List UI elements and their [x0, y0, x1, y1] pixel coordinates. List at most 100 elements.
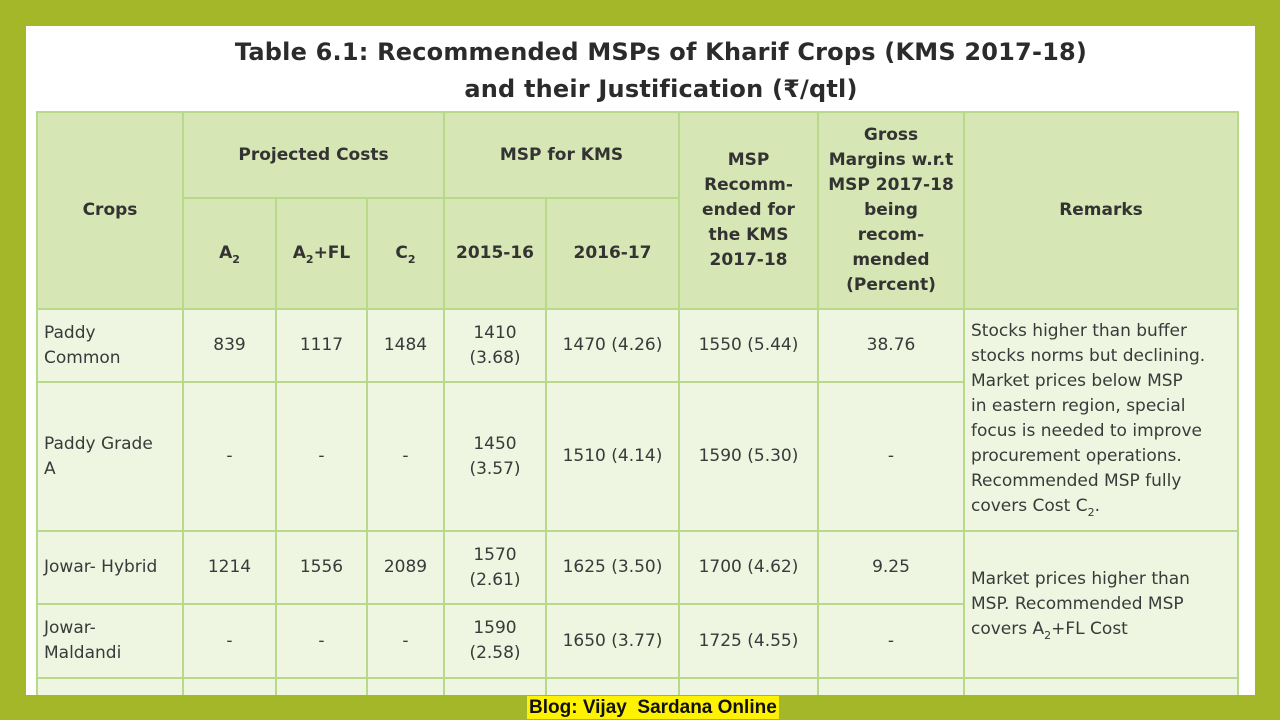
remark-line: Recommended MSP fully	[971, 471, 1182, 491]
crop-line: Jowar- Hybrid	[44, 557, 158, 577]
header-line: (Percent)	[846, 275, 936, 295]
cell-msp-recommended: 1590 (5.30)	[678, 381, 819, 532]
header-line: the KMS	[708, 225, 789, 245]
header-line: MSP	[727, 150, 770, 170]
cell-msp-2016-17: 1625 (3.50)	[545, 530, 680, 605]
slide: Table 6.1: Recommended MSPs of Kharif Cr…	[26, 26, 1255, 695]
crop-line: A	[44, 458, 56, 479]
header-line: ended for	[702, 200, 795, 220]
header-line: being	[864, 200, 918, 220]
cell-gross-margin: -	[817, 603, 965, 679]
header-line: Gross	[863, 125, 919, 145]
table-row: Paddy Grade A - - - 1450 (3.57) 1510 (4.14…	[36, 381, 1238, 532]
value-line: 1410	[473, 322, 517, 343]
header-c2-text: C	[395, 242, 408, 263]
cell-a2: 839	[182, 308, 277, 383]
title-line-2: and their Justification (₹/qtl)	[464, 75, 858, 103]
cell-a2fl: 1117	[275, 308, 368, 383]
cell-msp-2015-16: 1570 (2.61)	[443, 530, 547, 605]
cell-msp-recommended: 1550 (5.44)	[678, 308, 819, 383]
table-row: Paddy Common 839 1117 1484 1410 (3.68) 147…	[36, 308, 1239, 532]
header-2016-17: 2016-17	[545, 197, 680, 310]
crop-line: Jowar-	[44, 618, 96, 638]
cell-c2: -	[366, 603, 445, 679]
value-line: (2.61)	[469, 569, 521, 590]
remark-line: focus is needed to improve	[971, 421, 1202, 441]
header-a2fl: A2+FL	[275, 197, 368, 310]
remark-line: in eastern region, special	[971, 396, 1186, 416]
header-line: Recomm-	[704, 175, 793, 195]
value-line: 1590	[473, 618, 517, 638]
cell-msp-2015-16: 1450 (3.57)	[443, 381, 547, 532]
header-a2fl-text: A	[292, 242, 306, 263]
msp-table: Crops Projected Costs MSP for KMS MSP Re…	[36, 111, 1239, 695]
subscript: 2	[1044, 628, 1052, 642]
subscript: 2	[305, 252, 314, 266]
cell-msp-recommended: 1700 (4.62)	[678, 530, 819, 605]
header-a2-text: A	[219, 242, 233, 263]
remark-text: covers A	[971, 618, 1045, 639]
crop-line: Paddy	[44, 322, 96, 343]
cell-a2fl: -	[275, 603, 368, 679]
value-line: (3.57)	[469, 458, 521, 479]
cell-c2: 1484	[366, 308, 445, 383]
remark-line: procurement operations.	[971, 446, 1182, 466]
cell-c2: 2089	[366, 530, 445, 605]
cell-msp-2016-17: 1510 (4.14)	[545, 381, 680, 532]
subscript: 2	[1087, 506, 1095, 519]
crop-line: Maldandi	[44, 643, 122, 663]
cell-c2: -	[366, 381, 445, 532]
remark-line: MSP. Recommended MSP	[971, 593, 1184, 614]
remark-line: covers A2+FL Cost	[971, 617, 1231, 643]
remark-line: stocks norms but declining.	[971, 346, 1206, 366]
cell-a2fl: 1556	[275, 530, 368, 605]
remark-line: covers Cost C2.	[971, 494, 1231, 520]
header-gross-margins: Gross Margins w.r.t MSP 2017-18 being re…	[817, 111, 965, 310]
remark-text: .	[1094, 496, 1100, 516]
table-row: Jowar- Hybrid 1214 1556 2089 1570 (2.61) …	[36, 530, 1239, 679]
remark-text: +FL Cost	[1051, 618, 1128, 639]
cell-gross-margin: -	[817, 381, 965, 532]
value-line: 1450	[473, 433, 517, 454]
value-line: (2.58)	[469, 643, 521, 663]
cell-a2fl: -	[275, 381, 368, 532]
header-remarks: Remarks	[963, 111, 1239, 310]
header-a2: A2	[182, 197, 277, 310]
subscript: 2	[232, 252, 240, 266]
blog-footer: Blog: Vijay Sardana Online	[527, 696, 779, 719]
table-title: Table 6.1: Recommended MSPs of Kharif Cr…	[26, 34, 1255, 108]
header-2015-16: 2015-16	[443, 197, 547, 310]
cell-msp-2016-17: 1470 (4.26)	[545, 308, 680, 383]
cell-a2: 1214	[182, 530, 277, 605]
header-line: mended	[852, 250, 930, 270]
cell-msp-2015-16: 1590 (2.58)	[443, 603, 547, 679]
table-row: Jowar- Maldandi - - - 1590 (2.58) 1650 (3.…	[36, 603, 1238, 679]
cell-crop: Jowar- Maldandi	[36, 603, 184, 679]
crop-line: Paddy Grade	[44, 433, 153, 454]
cell-msp-2015-16: 1410 (3.68)	[443, 308, 547, 383]
cell-gross-margin: 38.76	[817, 308, 965, 383]
header-line: Margins w.r.t	[828, 150, 954, 170]
remark-text: covers Cost C	[971, 496, 1088, 516]
cell-gross-margin: 9.25	[817, 530, 965, 605]
cell-msp-recommended: 1725 (4.55)	[678, 603, 819, 679]
header-msp-recommended: MSP Recomm- ended for the KMS 2017-18	[678, 111, 819, 310]
header-c2: C2	[366, 197, 445, 310]
cell-remarks-jowar: Market prices higher than MSP. Recommend…	[963, 530, 1239, 679]
header-line: recom-	[857, 225, 925, 245]
remark-line: Stocks higher than buffer	[971, 321, 1187, 341]
header-line: 2017-18	[709, 250, 788, 270]
cell-remarks-paddy: Stocks higher than buffer stocks norms b…	[963, 308, 1239, 532]
subscript: 2	[407, 252, 416, 266]
value-line: (3.68)	[469, 347, 521, 368]
cell-msp-2016-17: 1650 (3.77)	[545, 603, 680, 679]
cell-crop: Paddy Common	[36, 308, 184, 383]
remark-line: Market prices higher than	[971, 568, 1190, 589]
cell-crop: Paddy Grade A	[36, 381, 184, 532]
header-line: MSP 2017-18	[828, 175, 954, 195]
cell-crop: Jowar- Hybrid	[36, 530, 184, 605]
title-line-1: Table 6.1: Recommended MSPs of Kharif Cr…	[234, 38, 1088, 66]
value-line: 1570	[473, 544, 517, 565]
header-msp-for-kms: MSP for KMS	[443, 111, 680, 199]
crop-line: Common	[44, 347, 121, 368]
